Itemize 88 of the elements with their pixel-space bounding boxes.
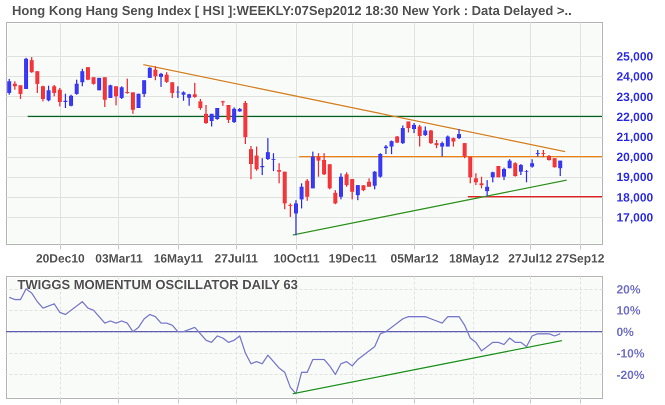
candlestick (513, 162, 518, 178)
y-tick-label: 18,000 (616, 190, 654, 204)
candlestick (490, 171, 495, 183)
x-tick-label: 27Sep12 (556, 252, 605, 266)
line-series (8, 288, 561, 394)
y-tick-label: -20% (616, 368, 645, 382)
y-tick-label: 0% (616, 325, 634, 340)
x-tick-label: 05Mar12 (390, 252, 439, 266)
candlestick (462, 142, 467, 159)
candlestick (271, 152, 276, 172)
candlestick (204, 104, 208, 125)
x-tick-label: 27Jul12 (508, 252, 553, 266)
candlestick (496, 165, 500, 178)
candlestick (210, 113, 214, 128)
candlestick (457, 128, 462, 140)
candlestick (192, 82, 197, 98)
chart-title: TWIGGS MOMENTUM OSCILLATOR DAILY 63 (17, 277, 298, 292)
candlestick (7, 78, 12, 96)
candlestick (114, 86, 118, 106)
candlestick (400, 124, 405, 145)
candlestick (120, 86, 124, 100)
y-tick-label: 22,000 (616, 110, 654, 124)
candlestick (40, 85, 45, 102)
candlestick (372, 170, 377, 190)
x-tick-label: 18May12 (448, 252, 500, 266)
candlestick (418, 124, 422, 148)
chart-title: Hong Kong Hang Seng Index [ HSI ]:WEEKLY:07Sep2012 18:30 New York : Data Delayed >.. (12, 3, 572, 18)
y-tick-label: 17,000 (616, 210, 654, 224)
candlestick (102, 76, 107, 108)
candlestick (198, 98, 202, 110)
candlestick (159, 72, 164, 88)
candlestick (440, 140, 444, 158)
candlestick (74, 79, 79, 96)
x-tick-label: 19Dec11 (328, 252, 378, 266)
candlestick (153, 66, 158, 81)
candlestick (423, 126, 428, 137)
candlestick (558, 160, 562, 177)
candlestick (378, 152, 382, 178)
x-tick-label: 10Oct11 (273, 252, 320, 266)
candlestick (266, 137, 270, 161)
candlestick (384, 144, 388, 155)
candlestick (46, 85, 51, 102)
y-tick-label: 19,000 (616, 170, 654, 184)
candlestick (226, 104, 230, 124)
candlestick (338, 172, 343, 200)
candlestick (541, 149, 546, 158)
y-tick-label: 20,000 (616, 150, 654, 164)
y-tick-label: 24,000 (616, 70, 654, 84)
candlestick (468, 156, 472, 184)
candlestick (451, 136, 456, 148)
y-tick-label: 20% (616, 282, 641, 296)
candlestick (52, 84, 56, 97)
candlestick (58, 87, 62, 108)
candlestick (164, 72, 169, 84)
candlestick (148, 66, 152, 78)
candlestick (35, 70, 40, 94)
y-tick-label: 21,000 (616, 130, 654, 144)
x-tick-label: 27Jul11 (214, 252, 258, 266)
candlestick (80, 68, 84, 87)
x-tick-label: 03Mar11 (95, 252, 143, 266)
candlestick (536, 149, 540, 158)
candlestick (412, 122, 416, 134)
y-tick-label: 23,000 (616, 90, 654, 104)
candlestick (288, 202, 292, 218)
candlestick (97, 77, 102, 91)
candlestick (474, 172, 478, 186)
candlestick (220, 100, 225, 106)
candlestick (300, 182, 304, 210)
candlestick (390, 140, 394, 155)
x-tick-label: 16May11 (154, 252, 204, 266)
y-tick-label: 10% (616, 304, 641, 318)
candlestick (170, 82, 174, 99)
candlestick (356, 184, 360, 201)
candlestick (502, 167, 506, 181)
candlestick (108, 84, 112, 99)
y-tick-label: 25,000 (616, 50, 654, 64)
candlestick (428, 129, 433, 145)
candlestick (485, 179, 490, 197)
candlestick (333, 190, 338, 205)
candlestick (277, 162, 282, 184)
candlestick (30, 56, 34, 74)
candlestick (176, 86, 180, 99)
candlestick (260, 158, 264, 176)
candlestick (508, 158, 512, 169)
candlestick (305, 178, 310, 202)
x-tick-label: 20Dec10 (36, 252, 85, 266)
candlestick (294, 200, 298, 236)
y-tick-label: -10% (616, 346, 645, 361)
